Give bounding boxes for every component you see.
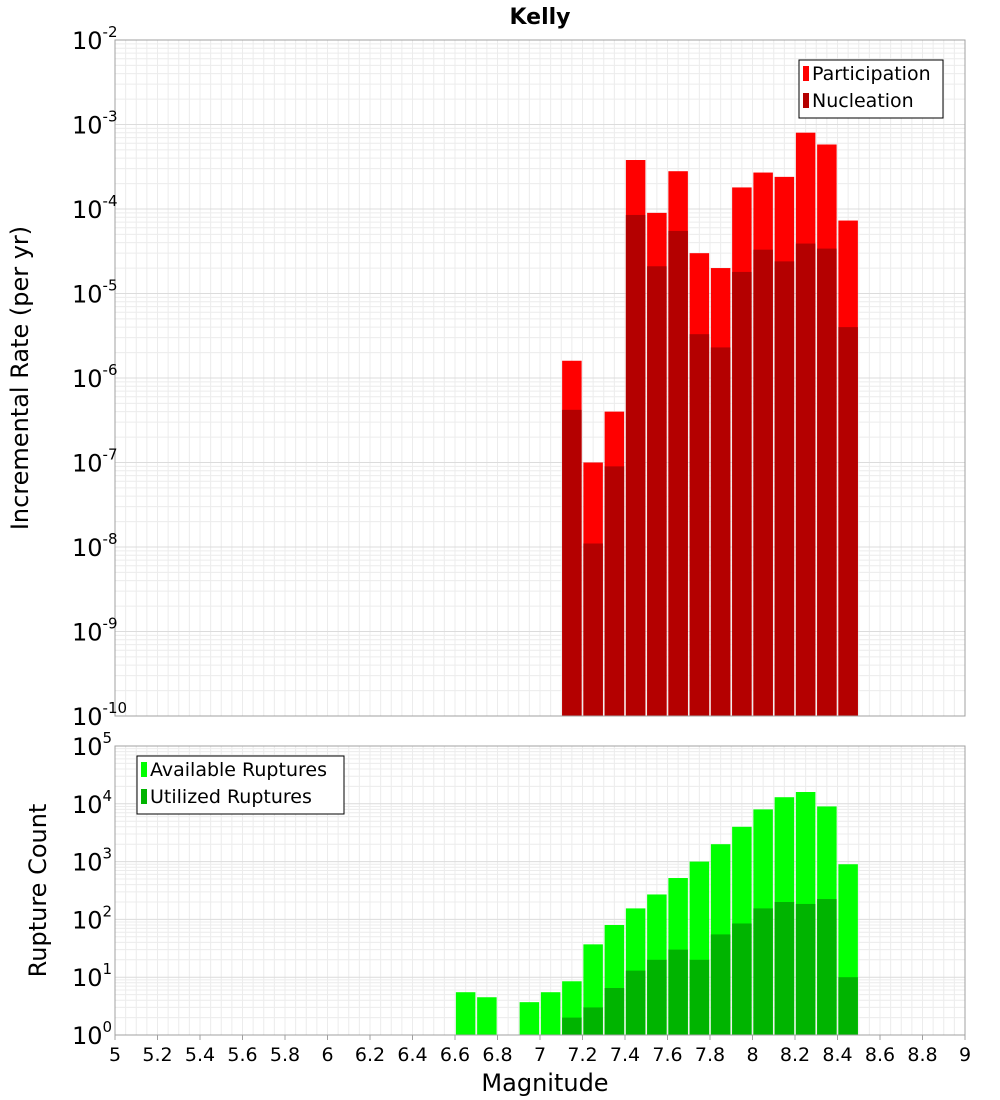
- bar-nucleation: [604, 466, 625, 716]
- x-tick-label: 6.8: [482, 1044, 512, 1066]
- y-tick-label: 10-10: [72, 699, 127, 731]
- bar-utilized-ruptures: [604, 988, 625, 1035]
- panel-2: 100 101 102 103 104 105 Rupture Count Available…: [24, 729, 971, 1097]
- bar-utilized-ruptures: [668, 949, 688, 1035]
- x-tick-label: 7.6: [652, 1044, 682, 1066]
- bar-nucleation: [583, 543, 603, 716]
- bar-available-ruptures: [540, 992, 561, 1035]
- bar-available-ruptures: [519, 1002, 540, 1035]
- x-tick-label: 7.2: [567, 1044, 597, 1066]
- bar-nucleation: [795, 243, 816, 716]
- x-tick-label: 8: [746, 1044, 758, 1066]
- y-tick-label: 10-2: [72, 23, 118, 55]
- bar-nucleation: [710, 347, 731, 716]
- bar-utilized-ruptures: [562, 1017, 582, 1035]
- x-tick-label: 5.4: [185, 1044, 215, 1066]
- x-tick-label: 6: [321, 1044, 333, 1066]
- x-tick-label: 5.2: [142, 1044, 172, 1066]
- legend: Participation Nucleation: [798, 59, 944, 119]
- legend-label: Nucleation: [812, 90, 914, 112]
- bar-utilized-ruptures: [732, 923, 752, 1035]
- bar-utilized-ruptures: [817, 899, 837, 1035]
- y-tick-label: 102: [72, 902, 112, 934]
- x-tick-label: 8.2: [780, 1044, 810, 1066]
- x-tick-label: 5.6: [227, 1044, 257, 1066]
- x-tick-label: 7: [534, 1044, 546, 1066]
- bar-nucleation: [732, 271, 752, 716]
- bar-utilized-ruptures: [838, 977, 858, 1035]
- legend: Available Ruptures Utilized Ruptures: [136, 755, 345, 815]
- x-tick-label: 7.4: [610, 1044, 640, 1066]
- bar-utilized-ruptures: [710, 934, 731, 1035]
- legend-box: [136, 755, 345, 815]
- bar-nucleation: [817, 248, 837, 716]
- legend-label: Utilized Ruptures: [150, 786, 312, 808]
- bar-nucleation: [753, 249, 773, 716]
- y-tick-label: 10-9: [72, 615, 118, 647]
- panel-1: 10-10 10-9 10-8 10-7 10-6 10-5 10-4 10-3 10-2 Inc…: [6, 5, 966, 731]
- y-tick-label: 10-8: [72, 530, 118, 562]
- x-tick-label: 7.8: [695, 1044, 725, 1066]
- x-axis-label: Magnitude: [481, 1069, 608, 1097]
- y-tick-label: 100: [72, 1018, 112, 1050]
- y-axis-label: Rupture Count: [24, 804, 52, 978]
- x-tick-label: 8.6: [865, 1044, 895, 1066]
- x-tick-label: 9: [959, 1044, 971, 1066]
- y-axis-label: Incremental Rate (per yr): [6, 226, 34, 530]
- y-tick-label: 10-3: [72, 108, 118, 140]
- legend-label: Available Ruptures: [150, 759, 327, 781]
- x-tick-label: 6.4: [397, 1044, 427, 1066]
- chart-title: Kelly: [509, 5, 570, 30]
- bar-utilized-ruptures: [753, 908, 773, 1035]
- y-tick-label: 104: [72, 787, 112, 819]
- bar-utilized-ruptures: [583, 1007, 603, 1035]
- legend-swatch: [803, 66, 809, 81]
- y-tick-label: 10-6: [72, 361, 118, 393]
- y-tick-label: 101: [72, 960, 112, 992]
- legend-swatch: [141, 762, 147, 777]
- x-tick-label: 8.8: [907, 1044, 937, 1066]
- legend-label: Participation: [812, 63, 931, 85]
- y-tick-label: 105: [72, 729, 112, 761]
- legend-swatch: [803, 93, 809, 108]
- x-tick-label: 6.6: [440, 1044, 470, 1066]
- bar-nucleation: [668, 230, 688, 717]
- bar-utilized-ruptures: [774, 902, 795, 1035]
- y-tick-label: 103: [72, 845, 112, 877]
- y-tick-label: 10-5: [72, 277, 118, 309]
- bar-utilized-ruptures: [647, 959, 667, 1035]
- bar-nucleation: [625, 214, 646, 716]
- x-tick-label: 5.8: [270, 1044, 300, 1066]
- bar-available-ruptures: [455, 992, 476, 1035]
- bar-utilized-ruptures: [625, 970, 646, 1035]
- bar-nucleation: [562, 409, 582, 716]
- y-tick-label: 10-7: [72, 446, 118, 478]
- bar-nucleation: [647, 266, 667, 716]
- legend-swatch: [141, 789, 147, 804]
- bar-nucleation: [774, 261, 795, 716]
- legend-box: [798, 59, 944, 119]
- bar-nucleation: [838, 327, 858, 716]
- x-tick-label: 5: [109, 1044, 121, 1066]
- x-tick-label: 6.2: [355, 1044, 385, 1066]
- bar-utilized-ruptures: [689, 959, 710, 1035]
- y-tick-label: 10-4: [72, 192, 118, 224]
- x-tick-label: 8.4: [822, 1044, 852, 1066]
- bar-available-ruptures: [477, 997, 497, 1035]
- plot-frame: [114, 39, 966, 717]
- bar-nucleation: [689, 334, 710, 716]
- bar-utilized-ruptures: [795, 903, 816, 1035]
